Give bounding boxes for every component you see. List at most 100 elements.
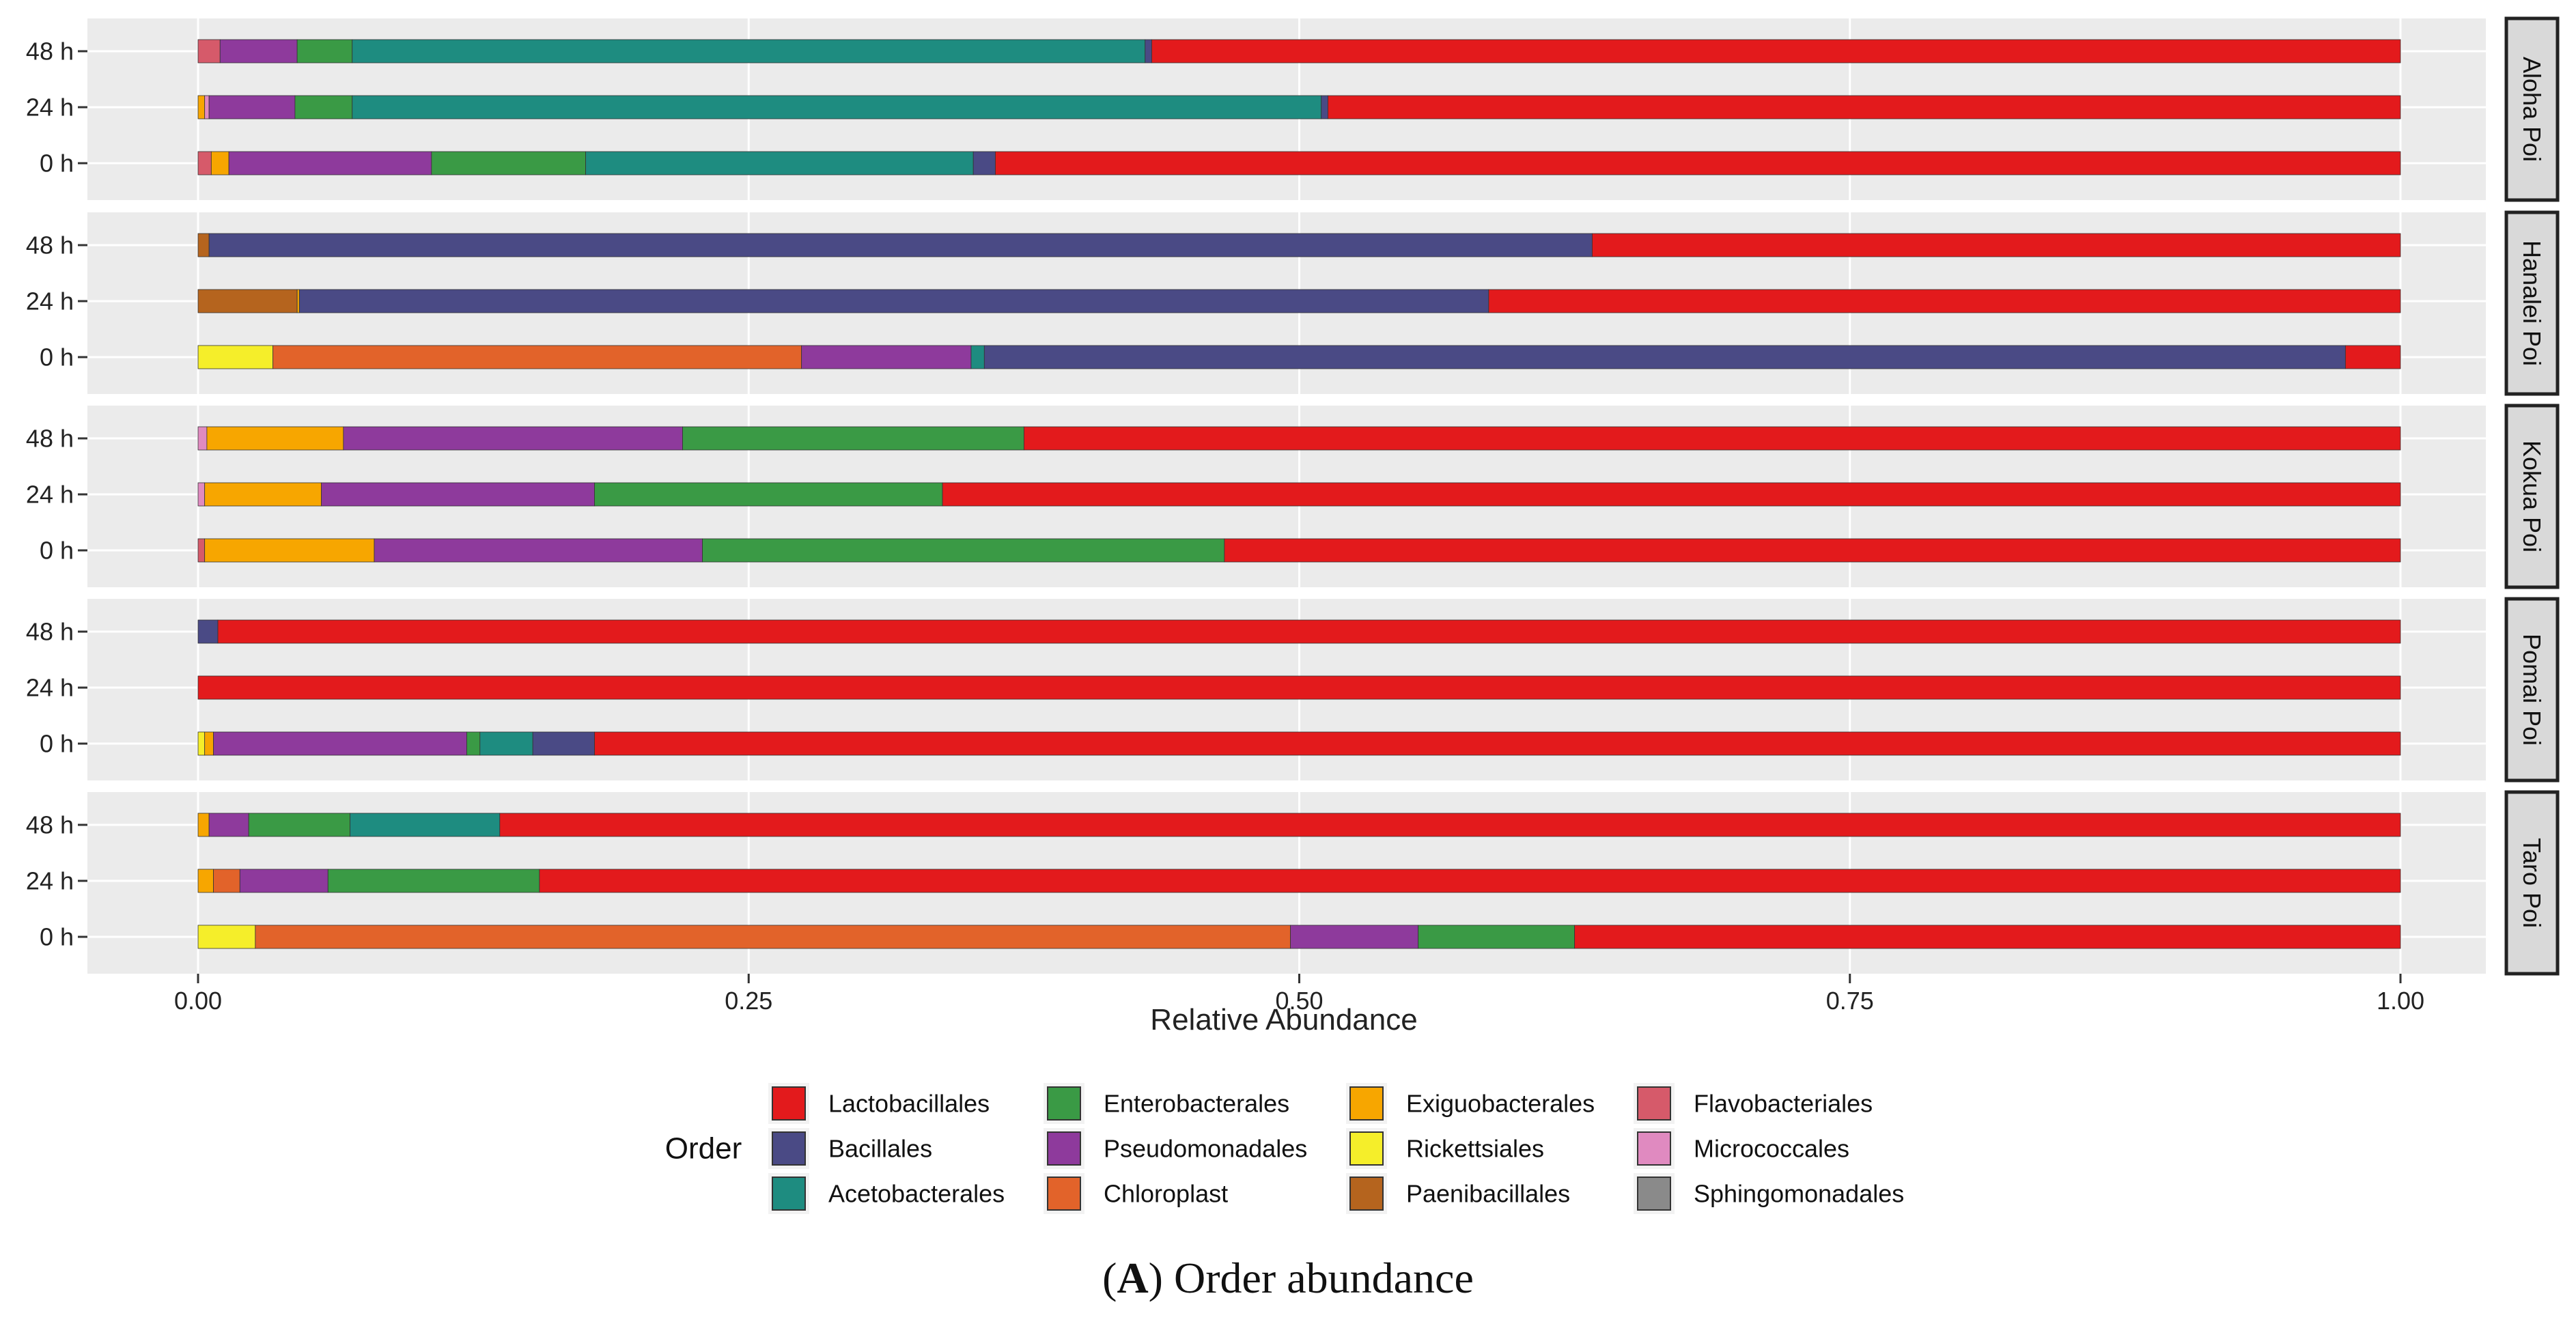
legend-label: Chloroplast [1104,1180,1228,1208]
legend-item-chloroplast: Chloroplast [1044,1173,1228,1214]
bar-kokua-poi-24-h: 24 h [26,481,2486,509]
facet-strip-label: Aloha Poi [2518,57,2546,162]
bar-segment-rickettsiales [197,731,206,756]
bar-segment-lactobacillales [539,869,2401,893]
y-tick-label: 24 h [26,674,74,702]
facet-strip-label: Kokua Poi [2518,440,2546,552]
bar-segment-acetobacterales [352,39,1146,64]
bar-segment-exiguobacterales [204,538,375,563]
legend-label: Sphingomonadales [1694,1180,1904,1208]
bar-segment-lactobacillales [1151,39,2401,64]
bar-segment-exiguobacterales [296,289,300,313]
y-tick-label: 48 h [26,425,74,453]
legend-item-acetobacterales: Acetobacterales [768,1173,1005,1214]
legend-swatch [772,1131,806,1166]
bar-segment-lactobacillales [197,675,2401,700]
caption-text: Order abundance [1162,1254,1474,1302]
facet-hanalei-poi: Hanalei Poi 48 h 24 h 0 h [26,210,2560,396]
bar-segment-acetobacterales [479,731,533,756]
facet-strip [2504,404,2560,589]
legend-swatch [772,1177,806,1211]
legend-swatch [1047,1131,1081,1166]
bar-segment-chloroplast [213,869,240,893]
bar-segment-pseudomonadales [801,345,972,369]
legend-label: Pseudomonadales [1104,1135,1307,1163]
bar-segment-flavobacteriales [197,39,221,64]
facet-taro-poi: Taro Poi 48 h 24 h 0 h [26,790,2560,976]
bar-pomai-poi-48-h: 48 h [26,618,2486,646]
bar-taro-poi-48-h: 48 h [26,811,2486,839]
legend-label: Bacillales [828,1135,932,1163]
x-axis: 0.00 0.25 0.50 0.75 1.00 Relative Abundance [174,974,2424,1037]
caption-letter: A [1117,1254,1149,1302]
bar-segment-pseudomonadales [374,538,703,563]
x-tick-label: 0.25 [725,987,772,1015]
bar-aloha-poi-24-h: 24 h [26,94,2486,122]
bar-segment-exiguobacterales [197,869,214,893]
bar-segment-enterobacterales [702,538,1225,563]
legend-item-exiguobacterales: Exiguobacterales [1346,1083,1595,1124]
legend-label: Lactobacillales [828,1090,990,1118]
bar-segment-acetobacterales [352,95,1322,119]
bar-aloha-poi-0-h: 0 h [40,150,2486,178]
bar-segment-lactobacillales [942,482,2401,507]
bar-taro-poi-0-h: 0 h [40,923,2486,951]
y-tick-label: 48 h [26,38,74,66]
y-tick-label: 0 h [40,150,74,178]
bar-segment-lactobacillales [1328,95,2401,119]
legend-swatch [1349,1086,1384,1121]
bar-segment-lactobacillales [1592,233,2401,257]
bar-segment-bacillales [1145,39,1152,64]
bar-segment-lactobacillales [499,813,2401,837]
facet-kokua-poi: Kokua Poi 48 h 24 h 0 h [26,404,2560,589]
bar-segment-enterobacterales [296,39,353,64]
y-tick-label: 48 h [26,618,74,646]
bar-segment-lactobacillales [2344,345,2401,369]
bar-segment-exiguobacterales [197,95,206,119]
bar-pomai-poi-24-h: 24 h [26,674,2486,702]
facet-strip-label: Taro Poi [2518,838,2546,928]
bar-pomai-poi-0-h: 0 h [40,730,2486,758]
facet-strip [2504,790,2560,976]
bar-segment-bacillales [1321,95,1328,119]
x-tick-label: 0.50 [1275,987,1323,1015]
bar-segment-enterobacterales [327,869,540,893]
legend-swatch [1637,1086,1671,1121]
bar-segment-enterobacterales [294,95,353,119]
facet-strip [2504,210,2560,396]
bar-segment-chloroplast [255,925,1291,949]
y-tick-label: 0 h [40,537,74,565]
legend-swatch [1047,1177,1081,1211]
legend-item-rickettsiales: Rickettsiales [1346,1128,1544,1169]
x-tick-label: 1.00 [2377,987,2424,1015]
bar-kokua-poi-0-h: 0 h [40,537,2486,565]
facet-strip [2504,16,2560,202]
facet-aloha-poi: Aloha Poi 48 h 24 h 0 h [26,16,2560,202]
bar-segment-pseudomonadales [219,39,298,64]
legend-swatch [1637,1131,1671,1166]
bar-segment-enterobacterales [594,482,943,507]
bar-segment-enterobacterales [466,731,481,756]
bar-segment-enterobacterales [431,151,586,175]
legend-label: Rickettsiales [1406,1135,1544,1163]
legend-label: Enterobacterales [1104,1090,1289,1118]
bar-segment-bacillales [983,345,2346,369]
legend-item-pseudomonadales: Pseudomonadales [1044,1128,1307,1169]
legend-swatch [1349,1131,1384,1166]
y-tick-label: 0 h [40,923,74,951]
y-tick-label: 48 h [26,811,74,839]
legend-swatch [1637,1177,1671,1211]
bar-segment-enterobacterales [682,426,1024,451]
y-tick-label: 0 h [40,343,74,371]
stacked-bar-chart: Aloha Poi 48 h 24 h 0 h Hanalei Poi 48 h 24 h 0… [26,16,2560,1214]
bar-segment-flavobacteriales [197,151,212,175]
bar-segment-micrococcales [197,482,206,507]
bar-segment-lactobacillales [1023,426,2401,451]
figure-caption: (A) Order abundance [1102,1254,1474,1302]
bar-segment-bacillales [197,619,219,644]
bar-segment-micrococcales [204,95,210,119]
bar-segment-paenibacillales [197,233,210,257]
bar-segment-exiguobacterales [206,426,344,451]
bar-taro-poi-24-h: 24 h [26,867,2486,895]
legend: Order Lactobacillales Bacillales Acetobacte… [665,1083,1904,1214]
